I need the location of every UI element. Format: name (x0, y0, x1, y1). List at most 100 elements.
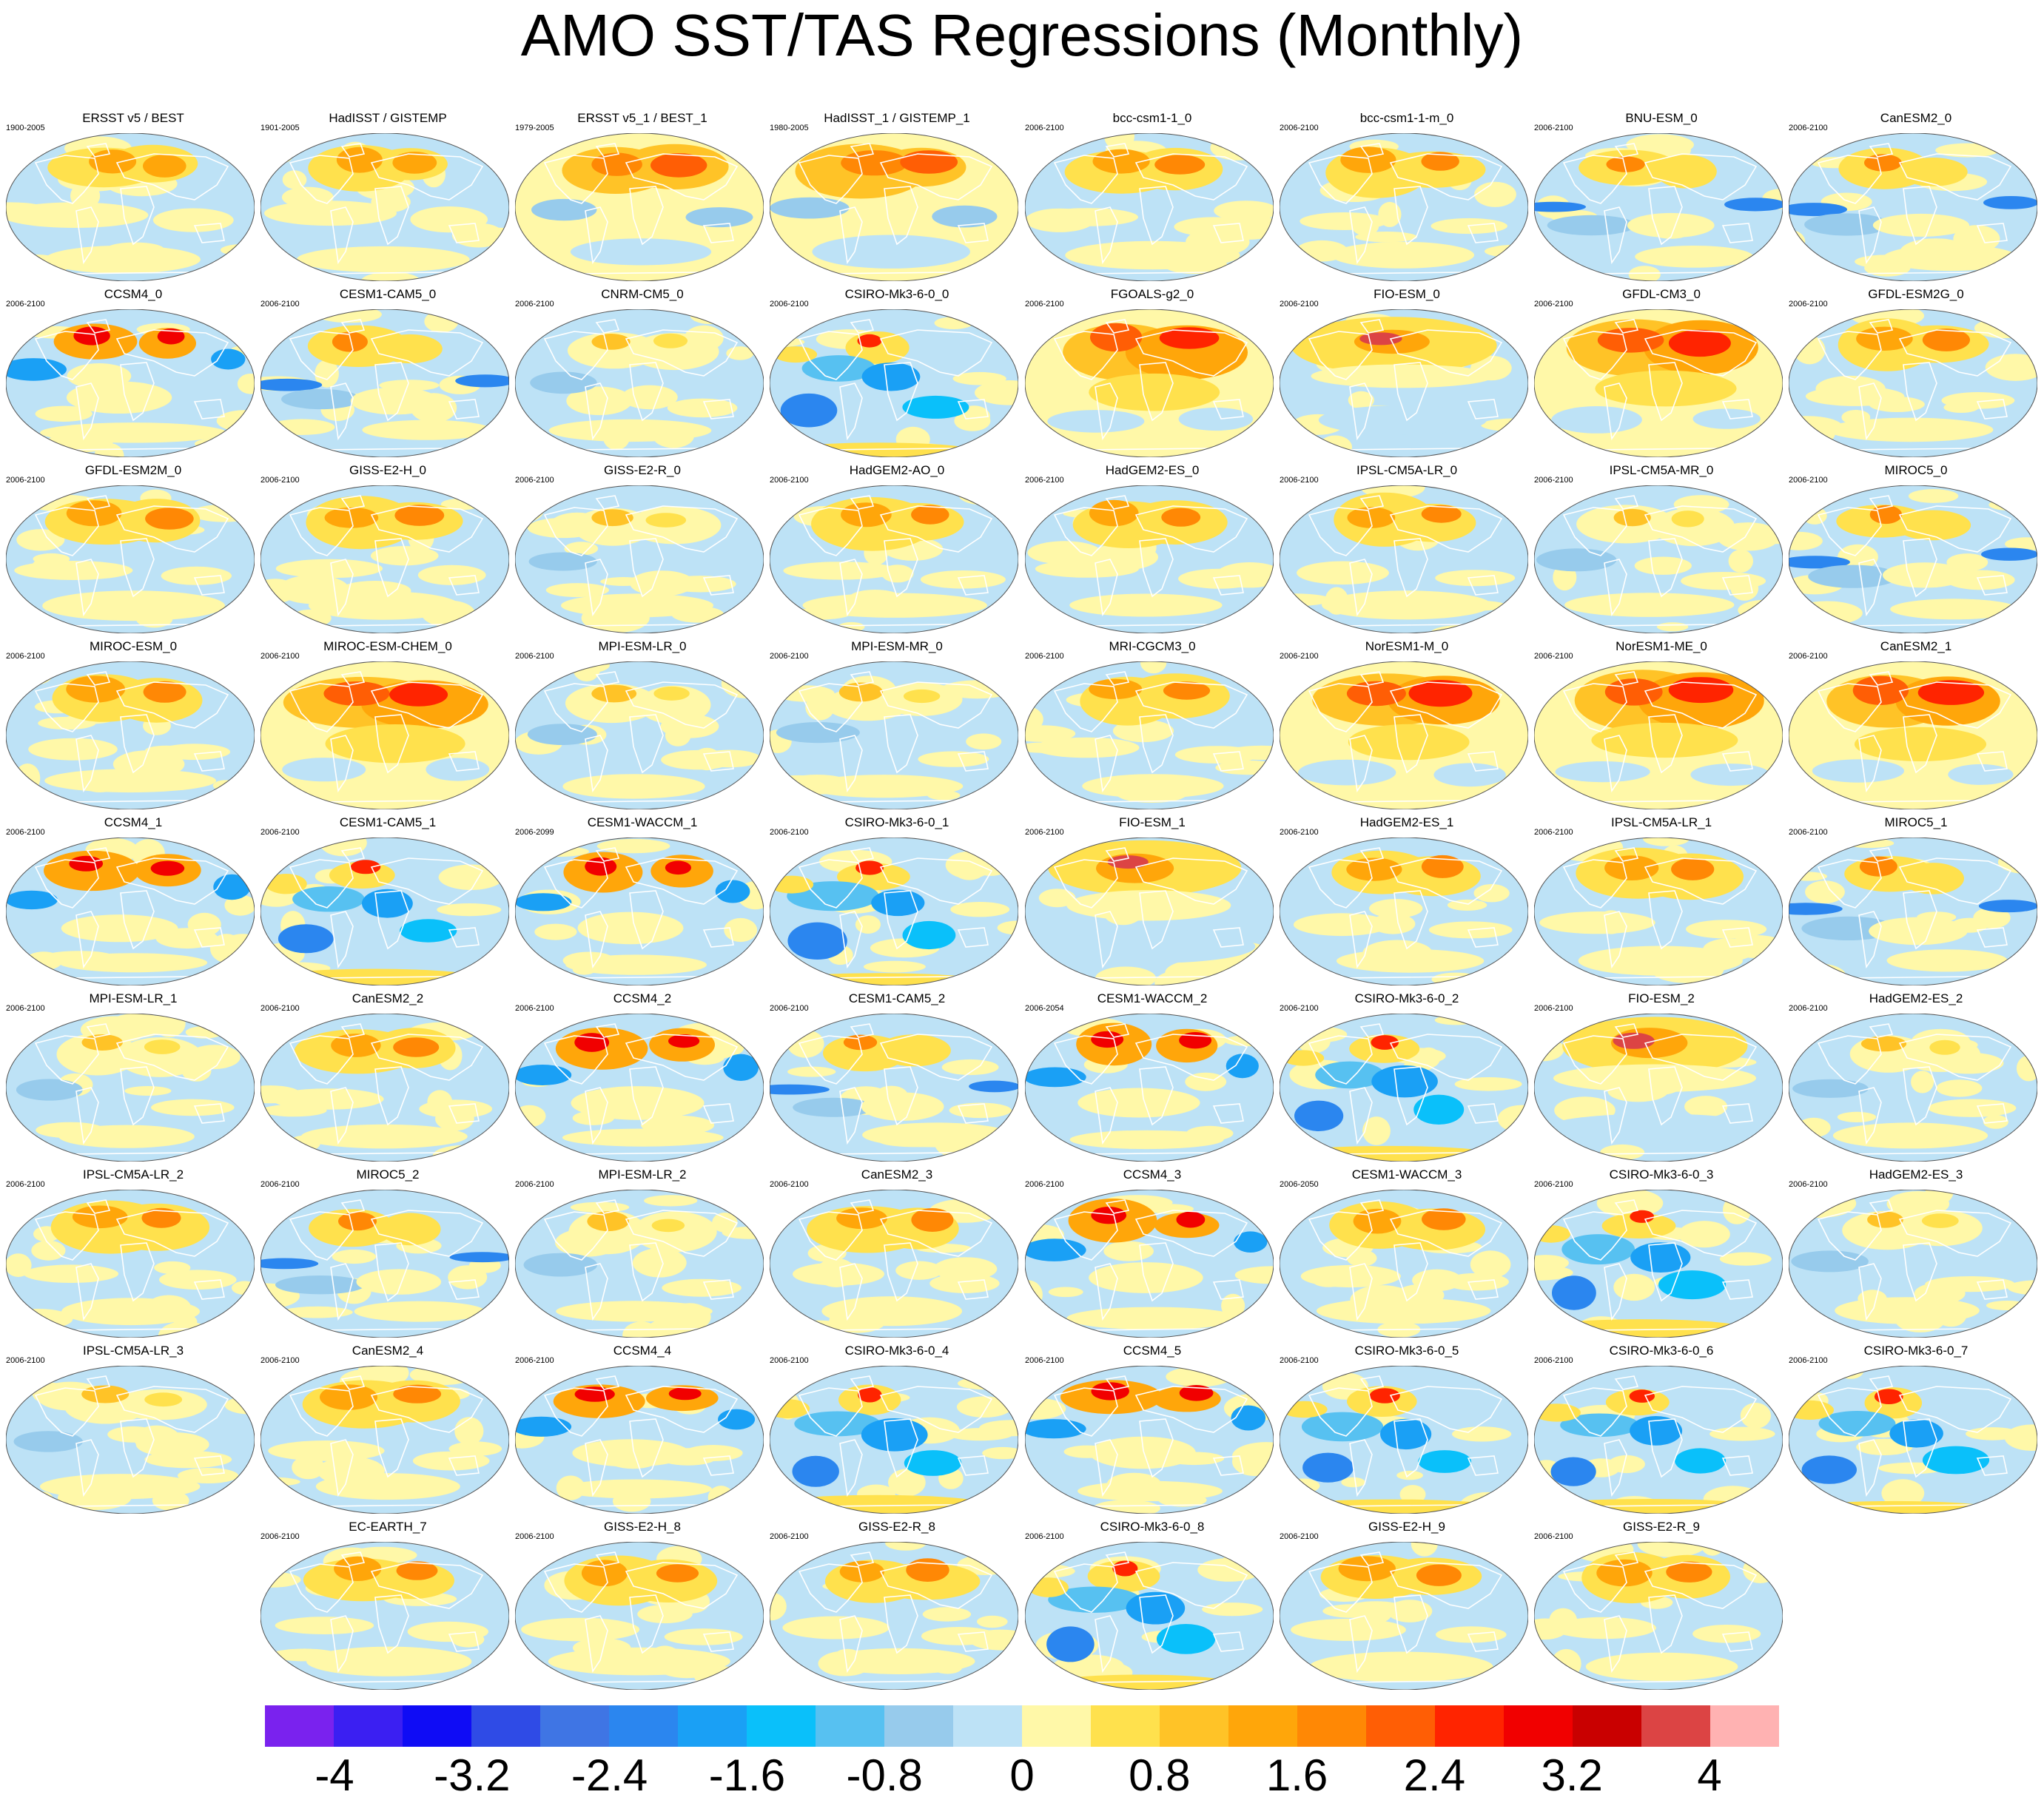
map-panel: CanESM2_4 2006-2100 (260, 1344, 515, 1518)
regression-map (1280, 1014, 1528, 1162)
map-panel: IPSL-CM5A-LR_0 2006-2100 (1280, 463, 1534, 638)
panel-period: 2006-2100 (1534, 828, 1573, 837)
panel-period: 2006-2100 (260, 828, 300, 837)
panel-title: MIROC5_2 (356, 1167, 420, 1182)
panel-period: 2006-2100 (1534, 1356, 1573, 1365)
regression-map (1789, 1190, 2037, 1338)
panel-period: 2006-2100 (1025, 828, 1064, 837)
map-panel: GISS-E2-H_9 2006-2100 (1280, 1520, 1534, 1694)
panel-period: 2006-2100 (6, 1180, 45, 1189)
regression-map (515, 1366, 764, 1514)
panel-title: CSIRO-Mk3-6-0_4 (844, 1344, 949, 1358)
regression-map (1789, 309, 2037, 457)
panel-title: ERSST v5_1 / BEST_1 (577, 111, 707, 125)
regression-map (1534, 309, 1783, 457)
panel-period: 2006-2100 (770, 1180, 809, 1189)
panel-period: 2006-2100 (515, 652, 554, 661)
regression-map (515, 133, 764, 281)
panel-period: 2006-2099 (515, 828, 554, 837)
regression-map (1025, 661, 1274, 809)
panel-period: 2006-2100 (1534, 124, 1573, 132)
panel-period: 2006-2100 (1280, 652, 1319, 661)
colorbar-swatch (884, 1705, 954, 1747)
map-panel: CCSM4_2 2006-2100 (515, 991, 770, 1166)
panel-title: HadGEM2-AO_0 (849, 463, 945, 477)
panel-title: HadISST / GISTEMP (329, 111, 447, 125)
colorbar-swatch (1710, 1705, 1779, 1747)
panel-period: 2006-2100 (770, 1532, 809, 1541)
colorbar-swatch (747, 1705, 816, 1747)
panel-period: 2006-2100 (6, 1004, 45, 1013)
regression-map (1534, 1542, 1783, 1690)
panel-period: 2006-2100 (260, 1532, 300, 1541)
panel-period: 2006-2100 (260, 1180, 300, 1189)
regression-map (260, 133, 509, 281)
panel-title: CanESM2_3 (861, 1167, 933, 1182)
panel-period: 2006-2100 (1025, 300, 1064, 309)
panel-title: GISS-E2-H_9 (1368, 1520, 1445, 1534)
panel-title: CESM1-WACCM_3 (1351, 1167, 1462, 1182)
map-panel: ERSST v5_1 / BEST_1 1979-2005 (515, 111, 770, 286)
regression-map (1280, 1542, 1528, 1690)
map-panel: bcc-csm1-1_0 2006-2100 (1025, 111, 1280, 286)
regression-map (1789, 1014, 2037, 1162)
panel-period: 2006-2100 (515, 1004, 554, 1013)
regression-map (260, 485, 509, 633)
map-panel: HadISST / GISTEMP 1901-2005 (260, 111, 515, 286)
panel-period: 2006-2100 (1789, 1004, 1828, 1013)
panel-title: bcc-csm1-1-m_0 (1359, 111, 1454, 125)
panel-title: CanESM2_1 (1880, 639, 1952, 653)
map-panel: bcc-csm1-1-m_0 2006-2100 (1280, 111, 1534, 286)
regression-map (770, 1542, 1018, 1690)
panel-title: CCSM4_4 (613, 1344, 672, 1358)
colorbar-swatch (1573, 1705, 1642, 1747)
panel-title: GISS-E2-R_0 (604, 463, 681, 477)
panel-period: 2006-2100 (1025, 1532, 1064, 1541)
map-panel: CESM1-CAM5_2 2006-2100 (770, 991, 1024, 1166)
panel-period: 2006-2100 (260, 652, 300, 661)
panel-period: 2006-2100 (1789, 828, 1828, 837)
colorbar-swatch (1228, 1705, 1298, 1747)
colorbar-tick-label: -3.2 (434, 1750, 511, 1800)
regression-map (1534, 661, 1783, 809)
regression-map (515, 838, 764, 985)
panel-period: 2006-2100 (1280, 300, 1319, 309)
panel-period: 2006-2100 (1025, 124, 1064, 132)
map-panel: IPSL-CM5A-LR_3 2006-2100 (6, 1344, 260, 1518)
colorbar-swatch (334, 1705, 403, 1747)
regression-map (1280, 133, 1528, 281)
regression-map (1534, 133, 1783, 281)
regression-map (1534, 485, 1783, 633)
panel-title: CESM1-WACCM_1 (587, 815, 698, 829)
map-panel: CESM1-WACCM_3 2006-2050 (1280, 1167, 1534, 1342)
map-panel: MPI-ESM-LR_2 2006-2100 (515, 1167, 770, 1342)
map-panel: CNRM-CM5_0 2006-2100 (515, 287, 770, 462)
panel-title: FGOALS-g2_0 (1110, 287, 1194, 301)
map-panel: CESM1-CAM5_0 2006-2100 (260, 287, 515, 462)
regression-map (1789, 133, 2037, 281)
panel-title: CCSM4_3 (1123, 1167, 1182, 1182)
panel-title: CESM1-CAM5_2 (848, 991, 946, 1005)
colorbar-tick-label: 3.2 (1541, 1750, 1603, 1800)
panel-title: CSIRO-Mk3-6-0_3 (1609, 1167, 1714, 1182)
colorbar-swatch (1022, 1705, 1092, 1747)
panel-period: 1900-2005 (6, 124, 45, 132)
panel-title: CSIRO-Mk3-6-0_7 (1863, 1344, 1969, 1358)
panel-title: ERSST v5 / BEST (82, 111, 184, 125)
regression-map (260, 309, 509, 457)
map-panel: HadISST_1 / GISTEMP_1 1980-2005 (770, 111, 1024, 286)
map-panel: GISS-E2-H_8 2006-2100 (515, 1520, 770, 1694)
panel-title: MRI-CGCM3_0 (1109, 639, 1196, 653)
map-panel: CESM1-WACCM_2 2006-2054 (1025, 991, 1280, 1166)
regression-map (260, 1542, 509, 1690)
panel-period: 1980-2005 (770, 124, 809, 132)
regression-map (770, 838, 1018, 985)
map-panel: CanESM2_3 2006-2100 (770, 1167, 1024, 1342)
panel-title: CSIRO-Mk3-6-0_8 (1100, 1520, 1205, 1534)
panel-title: NorESM1-M_0 (1365, 639, 1449, 653)
regression-map (1789, 485, 2037, 633)
panel-period: 2006-2100 (770, 476, 809, 485)
map-panel: CCSM4_1 2006-2100 (6, 815, 260, 990)
colorbar-tick-label: -2.4 (571, 1750, 648, 1800)
panel-title: CCSM4_5 (1123, 1344, 1182, 1358)
